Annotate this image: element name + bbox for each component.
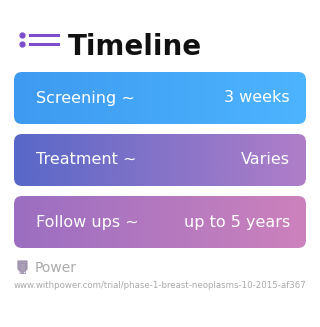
Text: Screening ~: Screening ~ [36, 91, 135, 106]
Text: ␧: ␧ [18, 262, 26, 274]
Text: Treatment ~: Treatment ~ [36, 152, 137, 167]
Text: www.withpower.com/trial/phase-1-breast-neoplasms-10-2015-af367: www.withpower.com/trial/phase-1-breast-n… [14, 281, 306, 289]
Text: up to 5 years: up to 5 years [184, 215, 290, 230]
Text: Power: Power [35, 261, 77, 275]
Text: 3 weeks: 3 weeks [224, 91, 290, 106]
Text: Follow ups ~: Follow ups ~ [36, 215, 139, 230]
Text: Timeline: Timeline [68, 33, 202, 61]
Text: Varies: Varies [241, 152, 290, 167]
Polygon shape [18, 261, 27, 273]
